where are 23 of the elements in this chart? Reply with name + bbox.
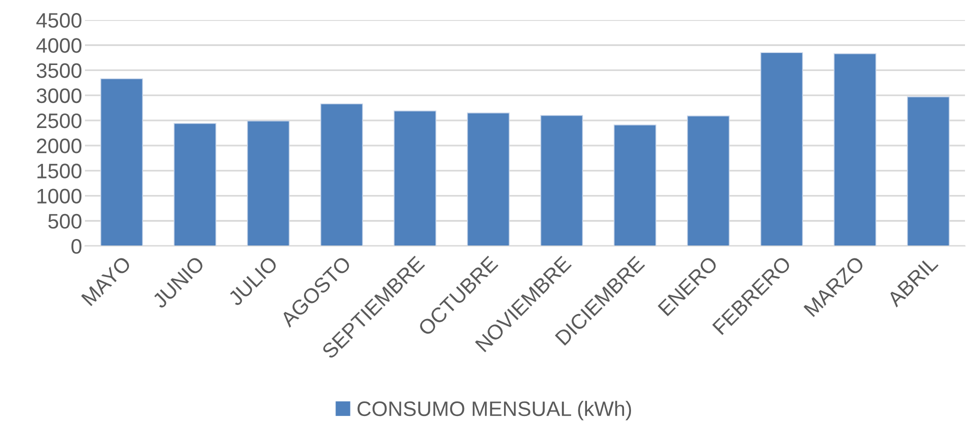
bar xyxy=(100,78,143,246)
y-tick-label: 3000 xyxy=(36,88,82,104)
y-tick-label: 3500 xyxy=(36,63,82,78)
legend-label: CONSUMO MENSUAL (kWh) xyxy=(358,400,632,420)
bar xyxy=(247,120,290,246)
bar xyxy=(687,116,730,246)
y-tick-label: 1000 xyxy=(37,188,82,204)
bar xyxy=(907,96,950,246)
bar xyxy=(467,112,510,246)
bar xyxy=(834,53,876,246)
bar xyxy=(320,103,363,246)
bar xyxy=(760,52,803,246)
y-tick-label: 1500 xyxy=(37,164,82,178)
bar xyxy=(394,110,436,246)
bar xyxy=(174,123,216,246)
y-tick-label: 2000 xyxy=(36,138,82,154)
y-tick-label: 4000 xyxy=(36,38,82,53)
y-tick-label: 4500 xyxy=(36,13,82,28)
y-tick-label: 500 xyxy=(48,214,82,229)
y-tick-label: 2500 xyxy=(36,113,82,128)
bar xyxy=(614,124,656,246)
y-tick-label: 0 xyxy=(71,239,82,254)
bar xyxy=(540,115,583,246)
